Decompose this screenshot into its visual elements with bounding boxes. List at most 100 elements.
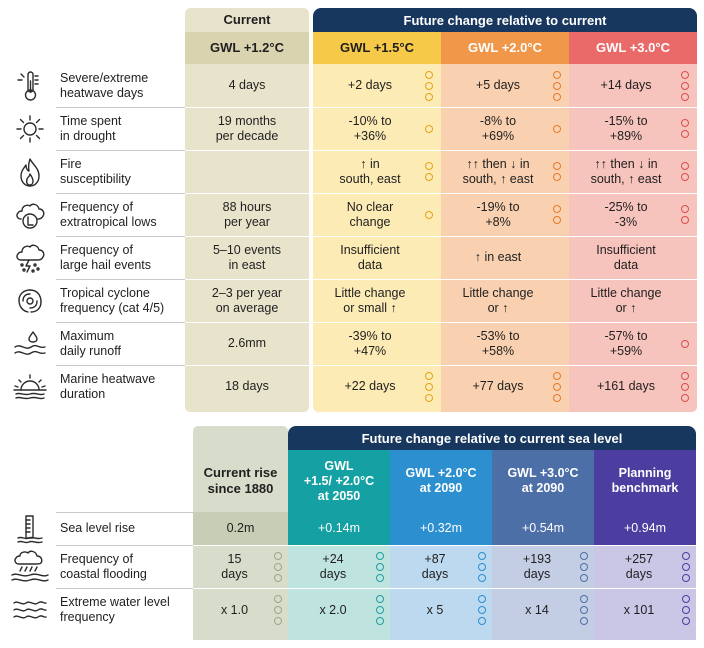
confidence-dots-circle: [553, 393, 561, 402]
gwl15-column-bg: [313, 30, 441, 412]
confidence-dots-circle: [425, 393, 433, 402]
confidence-dots-circle: [681, 130, 689, 138]
gwl-v30-value-line2: data: [613, 257, 639, 272]
confidence-dots-circle: [376, 562, 384, 571]
current-value: 2.6mm: [185, 322, 309, 365]
confidence-dots-circle: [681, 92, 689, 101]
hazard-label: Fire susceptibility: [60, 150, 185, 193]
confidence-dots-circle: [580, 595, 588, 603]
current-value: 18 days: [185, 365, 309, 408]
gwl-v15-value: Insufficient data: [313, 236, 427, 279]
confidence-dots-circle: [425, 173, 433, 181]
confidence-dots-circle: [682, 562, 690, 571]
hazard-label-line2: extratropical lows: [60, 214, 157, 229]
hazard-label: Severe/extreme heatwave days: [60, 64, 185, 107]
hazard-label-line2: susceptibility: [60, 171, 131, 186]
row-divider: [56, 365, 185, 366]
gwl30-column-bg: [569, 30, 697, 412]
gwl-v20-value-line1: +77 days: [472, 379, 524, 393]
gwl-v20-value-line1: Little change: [462, 285, 534, 300]
confidence-dots-circle: [553, 205, 561, 213]
tide-gauge-icon: [6, 512, 54, 545]
confidence-dots-circle: [478, 573, 486, 582]
gwl-v30-value-line1: -57% to: [604, 328, 648, 343]
confidence-dots-circle: [376, 595, 384, 603]
sea-level-value: x 14: [492, 588, 582, 632]
confidence-dots-circle: [376, 617, 384, 625]
confidence-dots-circle: [553, 92, 561, 101]
row-divider: [56, 322, 185, 323]
gwl-v30-value-line2: +59%: [609, 343, 643, 358]
confidence-dots-circle: [376, 573, 384, 582]
confidence-dots-circle: [274, 551, 282, 560]
confidence-dots-circle: [580, 606, 588, 614]
gwl-v30-value: Insufficient data: [569, 236, 683, 279]
gwl-v30-value: -15% to +89%: [569, 107, 683, 150]
gwl-v30-value-line2: or ↑: [615, 300, 637, 315]
current-value: 4 days: [185, 64, 309, 107]
confidence-dots-circle: [478, 562, 486, 571]
sea-level-column-header: Planning benchmark: [594, 450, 696, 512]
confidence-dots: [682, 545, 690, 588]
gwl-v15-value-line2: +47%: [353, 343, 387, 358]
confidence-dots: [553, 107, 561, 150]
sea-level-value-line1: +24: [322, 551, 344, 566]
thermometer-icon: [8, 64, 52, 107]
gwl-v15-value: Little change or small ↑: [313, 279, 427, 322]
gwl-v30-value: ↑↑ then ↓ in south, ↑ east: [569, 150, 683, 193]
sea-level-value: +257 days: [594, 545, 684, 588]
hazard-label-line2: heatwave days: [60, 85, 144, 100]
gwl-v30-value-line1: +161 days: [596, 379, 656, 393]
gwl-v30-value-line1: Insufficient: [596, 242, 656, 257]
gwl-v30-value-line1: -25% to: [604, 199, 648, 214]
thermometer-icon-svg: [17, 70, 39, 101]
gwl20-column-header: GWL +2.0°C: [441, 32, 569, 64]
confidence-dots-circle: [274, 573, 282, 582]
row-divider: [56, 545, 193, 546]
gwl-v20-value: ↑ in east: [441, 236, 555, 279]
hail-storm-icon-svg: [16, 244, 45, 273]
confidence-dots: [681, 150, 689, 193]
row-divider: [185, 150, 697, 151]
confidence-dots: [274, 545, 282, 588]
confidence-dots: [553, 193, 561, 236]
gwl-v20-value-line1: +5 days: [475, 78, 521, 92]
gwl-v15-value: -10% to +36%: [313, 107, 427, 150]
gwl-v20-value-line1: -8% to: [479, 113, 517, 128]
current-value-line1: 2.6mm: [227, 336, 267, 350]
sea-level-value: +87 days: [390, 545, 480, 588]
current-header: Current: [223, 12, 271, 27]
sea-level-label-line2: coastal flooding: [60, 566, 147, 581]
sea-level-column-header: GWL +2.0°C at 2090: [390, 450, 492, 512]
gwl-v30-value-line1: +14 days: [600, 78, 652, 92]
sea-level-value: x 101: [594, 588, 684, 632]
current-value: 19 months per decade: [185, 107, 309, 150]
sea-level-value-line1: +0.54m: [521, 521, 565, 535]
sea-level-value-line2: days: [221, 566, 248, 581]
confidence-dots-circle: [580, 551, 588, 560]
current-value-line1: 5–10 events: [212, 242, 282, 257]
hazard-label-line1: Tropical cyclone: [60, 285, 150, 300]
confidence-dots: [274, 588, 282, 632]
flame-icon: [8, 150, 52, 193]
gwl15-column-header: GWL +1.5°C: [313, 32, 441, 64]
hazard-label-line1: Maximum: [60, 328, 115, 343]
runoff-icon-svg: [14, 330, 46, 355]
confidence-dots: [682, 588, 690, 632]
hazard-label-line1: Frequency of: [60, 242, 133, 257]
confidence-dots-circle: [553, 70, 561, 79]
row-divider: [56, 279, 185, 280]
hazard-label: Frequency of extratropical lows: [60, 193, 185, 236]
sea-level-label-line1: Extreme water level: [60, 595, 170, 609]
sea-level-value: +0.14m: [288, 512, 390, 545]
gwl-v20-value-line1: -53% to: [476, 328, 520, 343]
row-divider: [56, 588, 193, 589]
hazard-label: Maximum daily runoff: [60, 322, 185, 365]
hazard-label-line1: Severe/extreme: [60, 70, 149, 85]
gwl-v20-value-line1: ↑↑ then ↓ in: [466, 156, 530, 171]
confidence-dots-circle: [682, 617, 690, 625]
sea-level-label-line2: frequency: [60, 610, 115, 624]
current-value-line2: on average: [215, 300, 279, 315]
sea-level-value: x 2.0: [288, 588, 378, 632]
flame-icon-svg: [20, 157, 40, 187]
